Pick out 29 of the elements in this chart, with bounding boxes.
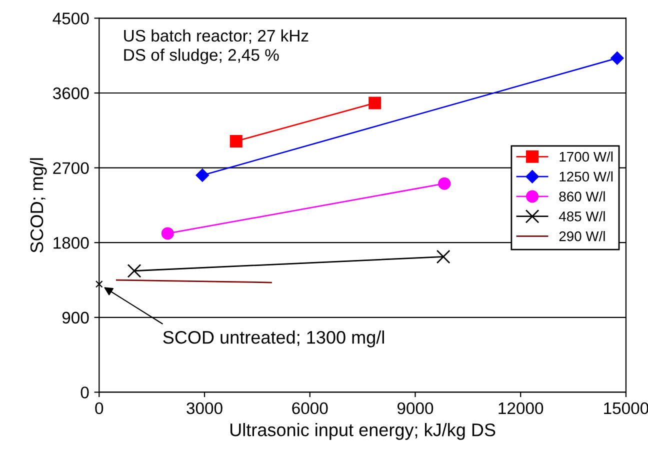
point: [161, 227, 174, 240]
annotation: SCOD untreated; 1300 mg/l: [163, 330, 384, 348]
y-tick-label: 4500: [52, 12, 89, 24]
x-tick-label: 9000: [397, 402, 434, 414]
x-tick-label: 3000: [186, 402, 222, 414]
y-tick-label: 2700: [53, 162, 89, 174]
x-tick-label: 15000: [604, 402, 648, 414]
legend-label: 860 W/l: [559, 191, 605, 202]
point: [368, 96, 382, 110]
annotation: US batch reactor; 27 kHz DS of sludge; 2,45 %: [124, 29, 308, 64]
legend-label: 290 W/l: [559, 231, 605, 242]
y-tick-label: 3600: [52, 87, 89, 100]
point: [196, 168, 209, 182]
y-tick-label: 0: [80, 386, 89, 398]
point: [438, 177, 451, 190]
x-tick-label: 6000: [292, 402, 328, 414]
y-tick-label: 900: [62, 312, 89, 324]
point: [610, 52, 624, 65]
point: [436, 250, 450, 264]
legend-label: 485 W/l: [558, 211, 605, 222]
legend-label: 1700 W/l: [560, 151, 613, 162]
point: [230, 134, 242, 148]
y-axis-title: SCOD; mg/l: [30, 158, 47, 253]
x-axis-title: Ultrasonic input energy; kJ/kg DS: [230, 423, 496, 440]
point: [127, 264, 142, 278]
legend-label: 1250 W/l: [560, 171, 613, 182]
x-tick-label: 0: [95, 402, 104, 414]
y-tick-label: 1800: [54, 237, 89, 249]
x-tick-label: 12000: [498, 402, 544, 414]
